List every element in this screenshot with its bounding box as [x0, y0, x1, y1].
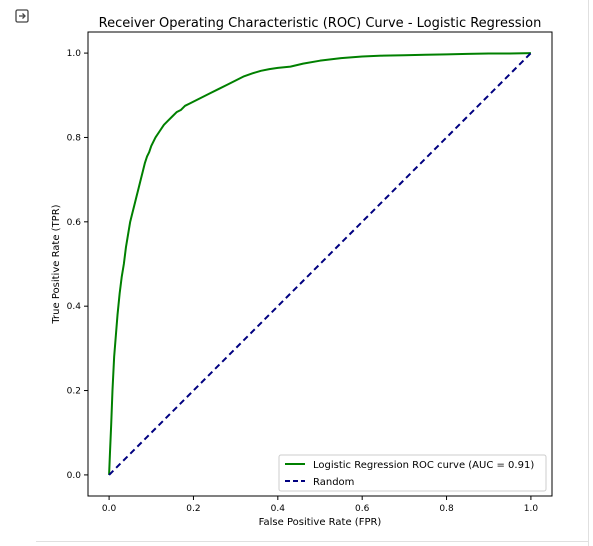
x-tick-label: 0.6 [355, 504, 370, 514]
output-frame-right [588, 0, 589, 546]
y-axis-label: True Positive Rate (TPR) [51, 204, 62, 324]
legend-label-roc: Logistic Regression ROC curve (AUC = 0.9… [313, 460, 534, 471]
y-tick-label: 0.6 [67, 218, 82, 228]
y-tick-label: 0.8 [67, 133, 82, 143]
chart-series [108, 52, 532, 476]
roc-curve-line [108, 52, 531, 475]
x-tick-label: 0.4 [271, 504, 286, 514]
legend: Logistic Regression ROC curve (AUC = 0.9… [278, 454, 547, 492]
legend-label-random: Random [313, 477, 354, 488]
y-tick-label: 0.0 [67, 471, 82, 481]
output-frame-bottom [36, 541, 588, 542]
chart-title: Receiver Operating Characteristic (ROC) … [99, 16, 542, 31]
x-tick-label: 0.8 [439, 504, 454, 514]
output-redirect-icon[interactable] [14, 8, 30, 24]
y-tick-label: 1.0 [67, 49, 82, 59]
x-axis-label: False Positive Rate (FPR) [259, 517, 382, 528]
legend-box [278, 454, 547, 492]
y-tick-label: 0.2 [67, 387, 81, 397]
x-tick-label: 0.0 [102, 504, 117, 514]
plot-frame [87, 31, 553, 497]
y-tick-label: 0.4 [67, 302, 82, 312]
x-tick-label: 1.0 [524, 504, 539, 514]
x-tick-label: 0.2 [186, 504, 200, 514]
axis-ticks: 0.0 0.2 0.4 0.6 0.8 1.0 0.0 0.2 0.4 0.6 0.8 1.0 [67, 49, 539, 514]
